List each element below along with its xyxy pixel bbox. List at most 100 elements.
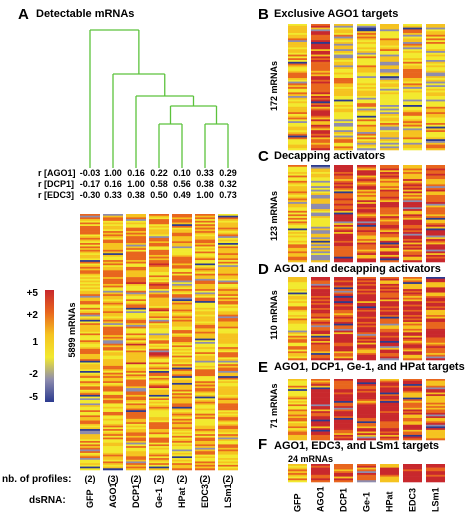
heatmap-cell — [334, 431, 353, 434]
heatmap-cell — [403, 97, 422, 100]
heatmap-cell — [403, 240, 422, 243]
heatmap-cell — [126, 343, 146, 346]
heatmap-cell — [149, 283, 169, 286]
heatmap-cell — [357, 194, 376, 198]
heatmap-cell — [172, 282, 192, 285]
heatmap-cell — [426, 239, 445, 242]
heatmap-cell — [380, 60, 399, 63]
heatmap-cell — [172, 359, 192, 362]
heatmap-cell — [334, 480, 353, 483]
heatmap-cell — [126, 464, 146, 467]
heatmap-cell — [357, 344, 376, 347]
heatmap-cell — [218, 263, 238, 266]
heatmap-cell — [195, 260, 215, 263]
heatmap-cell — [334, 349, 353, 352]
heatmap-cell — [288, 186, 307, 189]
heatmap-cell — [149, 254, 169, 257]
heatmap-cell — [426, 205, 445, 208]
heatmap-cell — [172, 422, 192, 425]
heatmap-cell — [403, 339, 422, 342]
heatmap-cell — [80, 458, 100, 461]
heatmap-cell — [195, 406, 215, 409]
heatmap-cell — [357, 306, 376, 309]
heatmap-cell — [357, 301, 376, 304]
heatmap-cell — [126, 362, 146, 365]
heatmap-cell — [288, 165, 307, 168]
heatmap-cell — [403, 34, 422, 37]
heatmap-cell — [126, 417, 146, 420]
heatmap-cell — [334, 101, 353, 104]
heatmap-cell — [311, 387, 330, 390]
heatmap-cell — [218, 388, 238, 391]
heatmap-cell — [334, 47, 353, 50]
heatmap-cell — [311, 210, 330, 213]
heatmap-cell — [172, 376, 192, 379]
heatmap-cell — [426, 390, 445, 393]
heatmap-cell — [172, 301, 192, 304]
heatmap-cell — [426, 242, 445, 245]
heatmap-cell — [357, 186, 376, 189]
heatmap-cell — [426, 40, 445, 43]
heatmap-cell — [357, 339, 376, 342]
heatmap-cell — [103, 287, 123, 290]
heatmap-cell — [380, 277, 399, 280]
heatmap-cell — [126, 377, 146, 380]
heatmap-cell — [149, 229, 169, 232]
heatmap-cell — [357, 421, 376, 424]
heatmap-cell — [426, 196, 445, 199]
heatmap-cell — [357, 323, 376, 326]
heatmap-cell — [218, 333, 238, 336]
heatmap-cell — [311, 189, 330, 192]
heatmap-cell — [334, 198, 353, 201]
heatmap-cell — [426, 79, 445, 82]
heatmap-cell — [426, 431, 445, 434]
heatmap-cell — [103, 371, 123, 374]
heatmap-cell — [218, 365, 238, 368]
heatmap-cell — [149, 270, 169, 273]
heatmap-cell — [357, 103, 376, 106]
heatmap-cell — [288, 297, 307, 300]
heatmap-cell — [334, 137, 353, 140]
heatmap-cell — [403, 217, 422, 220]
heatmap-cell — [334, 434, 353, 437]
heatmap-cell — [80, 304, 100, 307]
heatmap-cell — [380, 233, 399, 236]
panel-e-mrna-count: 71 mRNAs — [269, 383, 279, 428]
heatmap-cell — [172, 449, 192, 452]
heatmap-cell — [218, 435, 238, 438]
heatmap-cell — [149, 321, 169, 324]
heatmap-cell — [311, 165, 330, 168]
heatmap-cell — [195, 236, 215, 239]
heatmap-cell — [357, 196, 376, 199]
heatmap-cell — [126, 297, 146, 300]
heatmap-cell — [334, 292, 353, 295]
heatmap-cell — [218, 283, 238, 286]
heatmap-cell — [288, 285, 307, 288]
heatmap-cell — [195, 297, 215, 300]
heatmap-cell — [311, 353, 330, 356]
heatmap-cell — [426, 397, 445, 400]
heatmap-cell — [80, 371, 100, 374]
heatmap-cell — [126, 333, 146, 336]
heatmap-cell — [311, 45, 330, 48]
heatmap-cell — [426, 132, 445, 135]
heatmap-cell — [403, 344, 422, 347]
heatmap-cell — [149, 289, 169, 292]
heatmap-cell — [357, 406, 376, 409]
heatmap-cell — [380, 407, 399, 410]
heatmap-cell — [426, 34, 445, 37]
heatmap-cell — [403, 207, 422, 210]
heatmap-cell — [172, 420, 192, 423]
heatmap-cell — [288, 184, 307, 187]
heatmap-cell — [380, 179, 399, 182]
heatmap-cell — [288, 235, 307, 238]
heatmap-cell — [80, 225, 100, 228]
heatmap-cell — [288, 194, 307, 198]
heatmap-cell — [103, 435, 123, 438]
heatmap-cell — [311, 249, 330, 252]
heatmap-cell — [426, 289, 445, 292]
heatmap-cell — [334, 339, 353, 342]
heatmap-cell — [172, 400, 192, 403]
heatmap-cell — [80, 333, 100, 336]
heatmap-cell — [149, 353, 169, 356]
